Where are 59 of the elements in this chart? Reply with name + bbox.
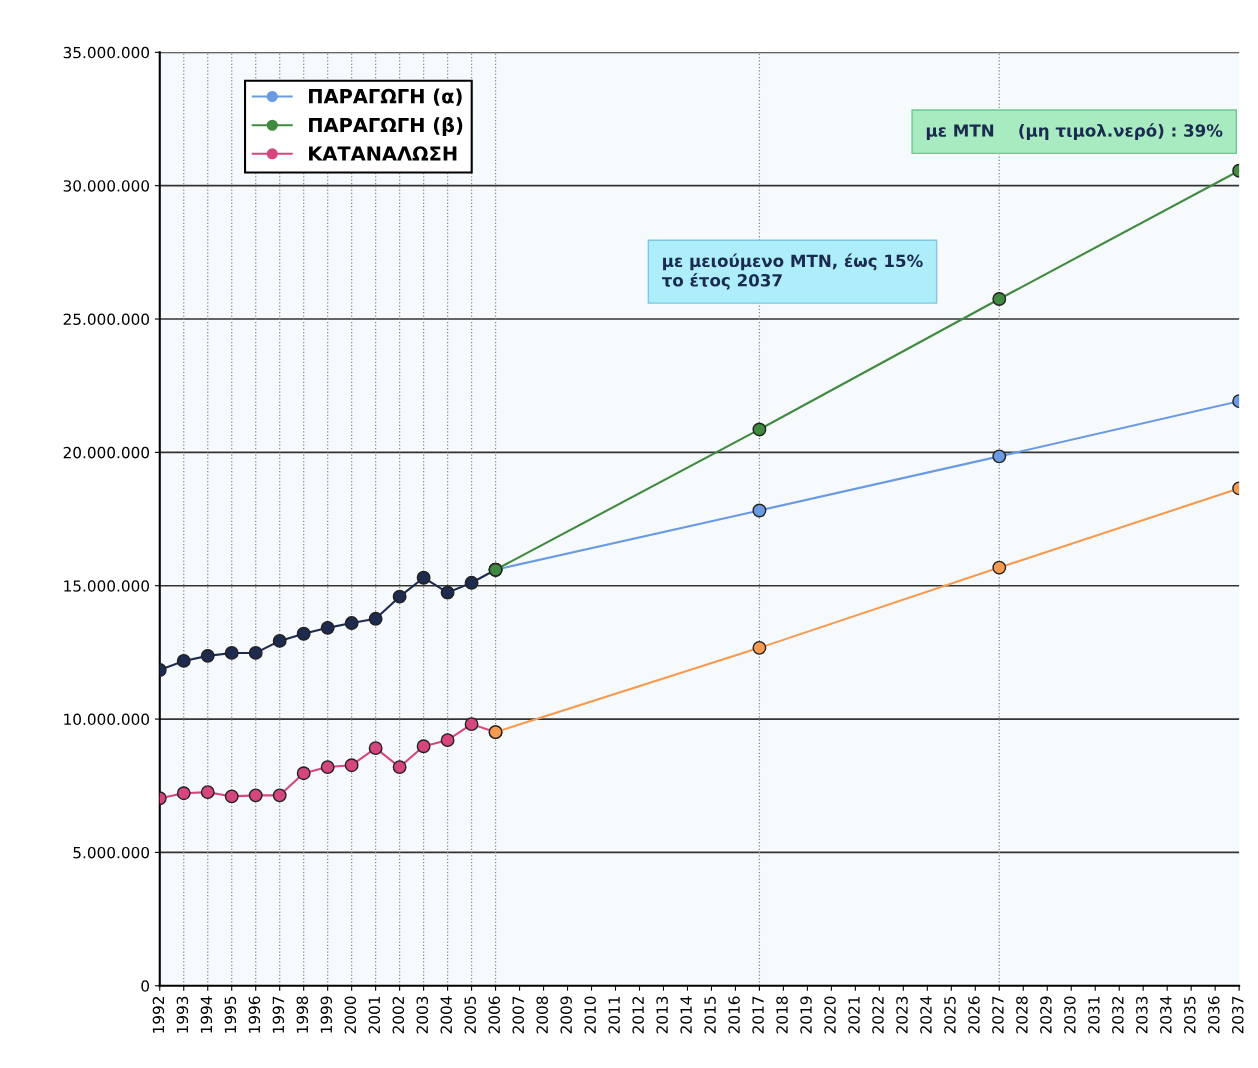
x-tick-label: 2002 [392,997,405,1034]
x-tick-label: 2004 [440,996,453,1034]
legend-label: ΠΑΡΑΓΩΓΗ (β) [309,117,463,137]
x-tick-label: 2034 [1160,996,1172,1034]
x-tick-label: 2030 [1064,996,1076,1034]
x-tick-label: 1993 [176,996,189,1033]
legend-label: ΠΑΡΑΓΩΓΗ (α) [309,88,462,106]
x-tick-label: 2032 [1112,997,1124,1034]
x-tick-label: 2010 [584,996,596,1034]
x-tick-label: 2037 [1232,996,1244,1034]
legend-label: ΚΑΤΑΝΑΛΩΣΗ [309,146,457,161]
x-tick-label: 2013 [656,996,668,1034]
x-tick-label: 2008 [536,996,548,1034]
x-tick-label: 2035 [1184,996,1196,1034]
y-tick-label: 20.000.000 [63,446,150,459]
x-tick-label: 2021 [848,996,860,1034]
x-tick-label: 1996 [248,996,261,1033]
x-tick-label: 2014 [680,996,692,1034]
x-tick-label: 2036 [1208,996,1220,1034]
x-tick-label: 2026 [968,996,980,1034]
x-tick-label: 2033 [1136,996,1148,1034]
y-tick-label: 0 [141,980,150,992]
x-tick-label: 2012 [632,997,644,1034]
x-tick-label: 1998 [296,996,309,1033]
x-tick-label: 2001 [368,996,381,1034]
x-tick-label: 1994 [200,996,213,1033]
x-tick-label: 2006 [488,996,500,1034]
x-tick-label: 1995 [224,996,237,1033]
x-tick-label: 2029 [1040,996,1052,1034]
x-tick-label: 2028 [1016,996,1028,1034]
x-tick-label: 2020 [824,996,836,1034]
x-tick-label: 1997 [272,996,285,1033]
y-tick-label: 5.000.000 [73,846,150,859]
annotation: με μειούμενο ΜΤΝ, έως 15% το έτος 2037 [662,253,923,290]
x-tick-label: 1999 [320,996,333,1033]
x-tick-label: 2019 [800,996,812,1034]
x-tick-label: 2031 [1088,996,1100,1034]
x-tick-label: 2009 [560,996,572,1034]
x-tick-label: 2000 [344,996,357,1034]
x-tick-label: 1992 [152,997,165,1033]
x-tick-label: 2024 [920,996,932,1034]
x-tick-label: 2005 [464,996,477,1034]
x-tick-label: 2003 [416,996,429,1034]
x-tick-label: 2017 [752,996,764,1034]
y-tick-label: 30.000.000 [63,180,150,192]
y-tick-label: 25.000.000 [63,313,150,326]
x-tick-label: 2015 [704,996,716,1034]
x-tick-label: 2027 [992,996,1004,1034]
x-tick-label: 2023 [896,996,908,1034]
y-tick-label: 35.000.000 [63,46,150,59]
x-tick-label: 2007 [512,996,524,1034]
x-tick-label: 2016 [728,996,740,1034]
x-tick-label: 2025 [944,996,956,1034]
annotation: με ΜΤΝ (μη τιμολ.νερό) : 39% [926,123,1223,141]
y-tick-label: 15.000.000 [64,580,150,592]
y-tick-label: 10.000.000 [64,713,150,726]
x-tick-label: 2011 [608,996,620,1034]
x-tick-label: 2022 [872,997,884,1034]
x-tick-label: 2018 [776,996,788,1034]
